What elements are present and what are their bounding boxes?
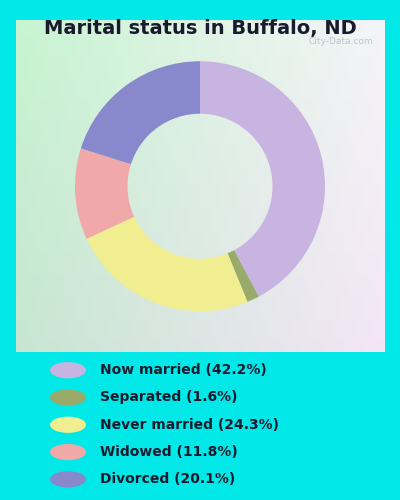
Ellipse shape [50,390,86,406]
Text: Separated (1.6%): Separated (1.6%) [100,390,238,404]
Ellipse shape [50,444,86,460]
Ellipse shape [50,471,86,488]
Text: Divorced (20.1%): Divorced (20.1%) [100,472,235,486]
Wedge shape [81,61,200,164]
Wedge shape [200,61,325,296]
Wedge shape [228,250,259,302]
Wedge shape [86,216,248,311]
Wedge shape [75,148,134,239]
Text: Marital status in Buffalo, ND: Marital status in Buffalo, ND [44,19,356,38]
Ellipse shape [50,416,86,433]
Ellipse shape [50,362,86,378]
Text: City-Data.com: City-Data.com [308,36,373,46]
Text: Now married (42.2%): Now married (42.2%) [100,363,267,377]
Text: Never married (24.3%): Never married (24.3%) [100,418,279,432]
Text: Widowed (11.8%): Widowed (11.8%) [100,445,238,459]
